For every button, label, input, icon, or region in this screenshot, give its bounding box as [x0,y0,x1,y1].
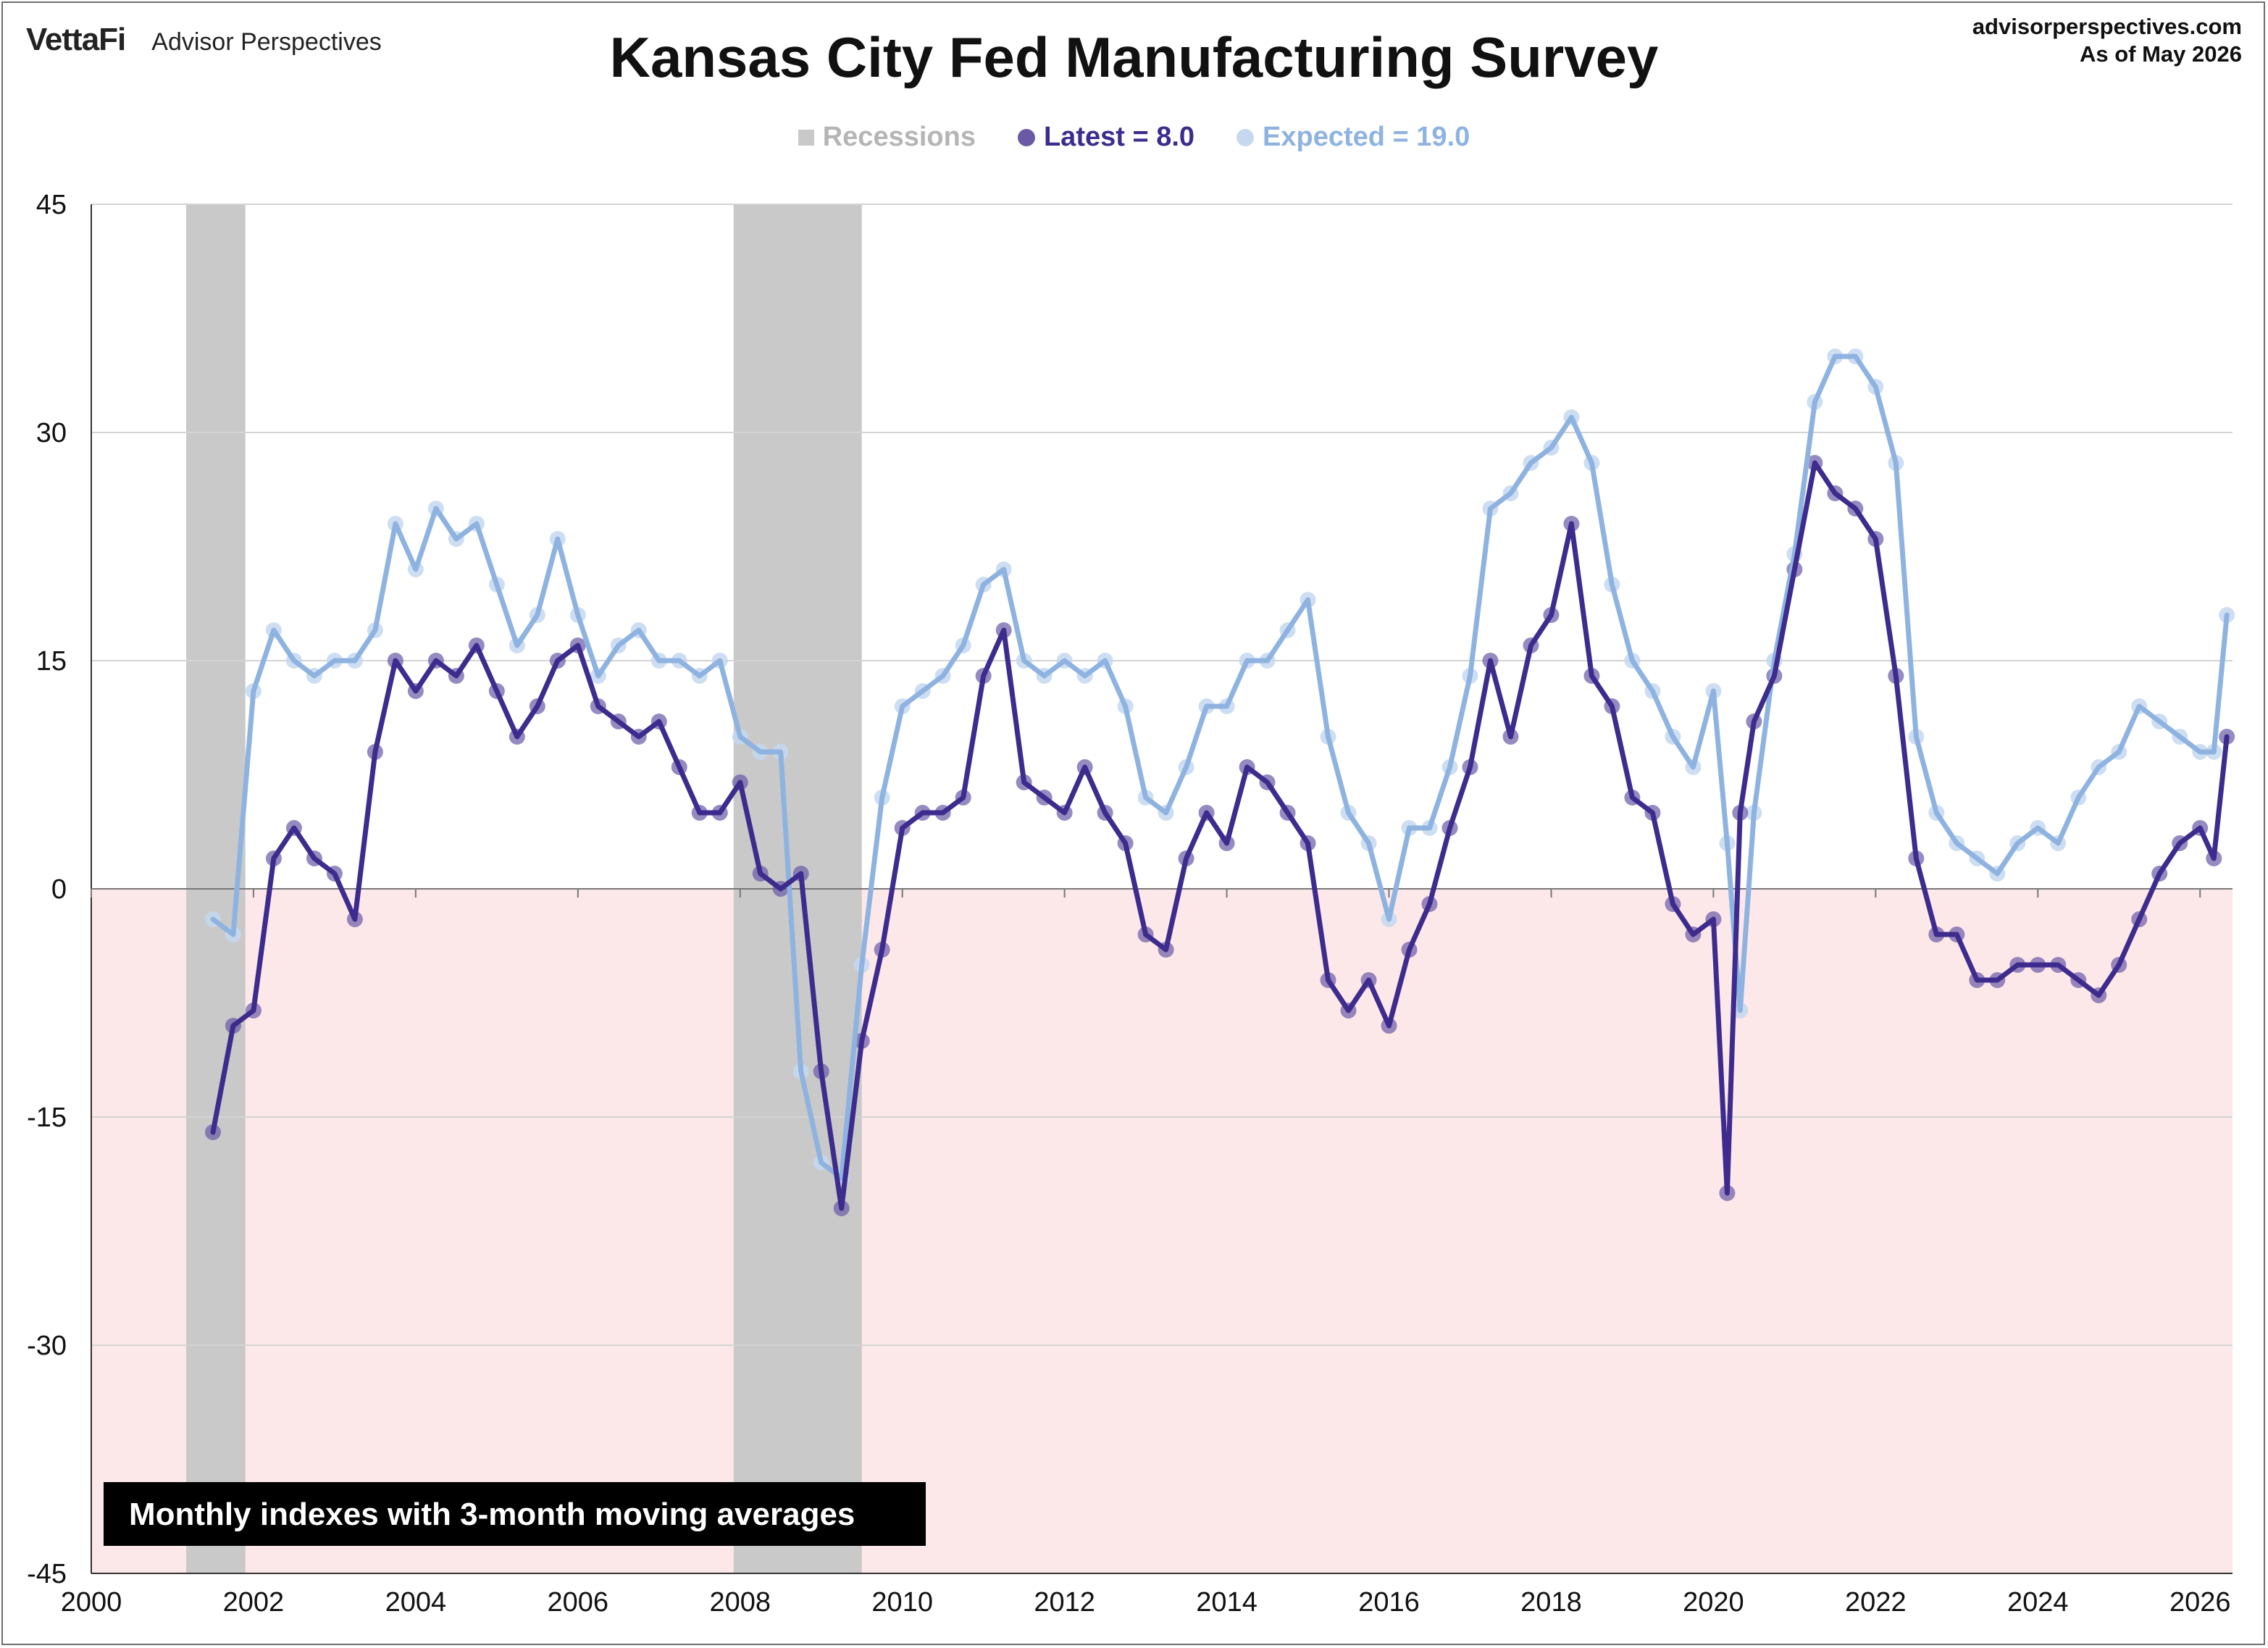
vettafi-logo: VettaFi [26,22,126,57]
x-tick-label: 2008 [709,1587,771,1618]
x-tick-label: 2022 [1845,1587,1907,1618]
legend-label-latest: Latest = 8.0 [1043,122,1195,152]
x-tick-label: 2000 [61,1587,122,1618]
source-site: advisorperspectives.com [1972,14,2242,39]
series-line-latest [210,460,2230,1211]
source-block: advisorperspectives.com As of May 2026 [1972,13,2242,68]
y-tick-label: -30 [27,1331,67,1361]
x-tick-label: 2006 [548,1587,609,1618]
x-tick-label: 2012 [1034,1587,1095,1618]
x-tick-label: 2002 [223,1587,285,1618]
x-tick-label: 2004 [385,1587,447,1618]
expected-dot-icon [1236,128,1255,146]
note-box [104,1482,926,1546]
legend-label-expected: Expected = 19.0 [1263,122,1470,152]
chart-title: Kansas City Fed Manufacturing Survey [609,25,1659,89]
x-tick-label: 2016 [1358,1587,1420,1618]
x-tick-label: 2020 [1683,1587,1744,1618]
x-tick-label: 2026 [2169,1587,2231,1618]
negative-region [91,889,2233,1573]
latest-dot-icon [1017,128,1035,146]
y-tick-label: 0 [51,874,67,905]
x-tick-label: 2018 [1520,1587,1582,1618]
series-line-expected [210,354,2230,1181]
x-tick-label: 2010 [871,1587,933,1618]
legend-item-expected: Expected = 19.0 [1236,122,1470,153]
as-of-date: As of May 2026 [2080,41,2242,67]
legend-label-recessions: Recessions [822,122,976,152]
y-tick-label: 45 [36,190,67,220]
legend: Recessions Latest = 8.0 Expected = 19.0 [0,122,2268,153]
note-text: Monthly indexes with 3-month moving aver… [129,1497,855,1532]
y-tick-label: -15 [27,1103,67,1133]
recession-swatch-icon [798,129,814,146]
brand-subtitle: Advisor Perspectives [151,28,382,56]
y-tick-label: -45 [27,1559,67,1589]
brand: VettaFi Advisor Perspectives [26,22,382,58]
legend-item-latest: Latest = 8.0 [1017,122,1195,153]
x-tick-label: 2024 [2007,1587,2069,1618]
x-tick-label: 2014 [1196,1587,1258,1618]
y-tick-label: 15 [36,646,67,677]
y-tick-label: 30 [36,418,67,448]
legend-item-recessions: Recessions [798,122,976,153]
